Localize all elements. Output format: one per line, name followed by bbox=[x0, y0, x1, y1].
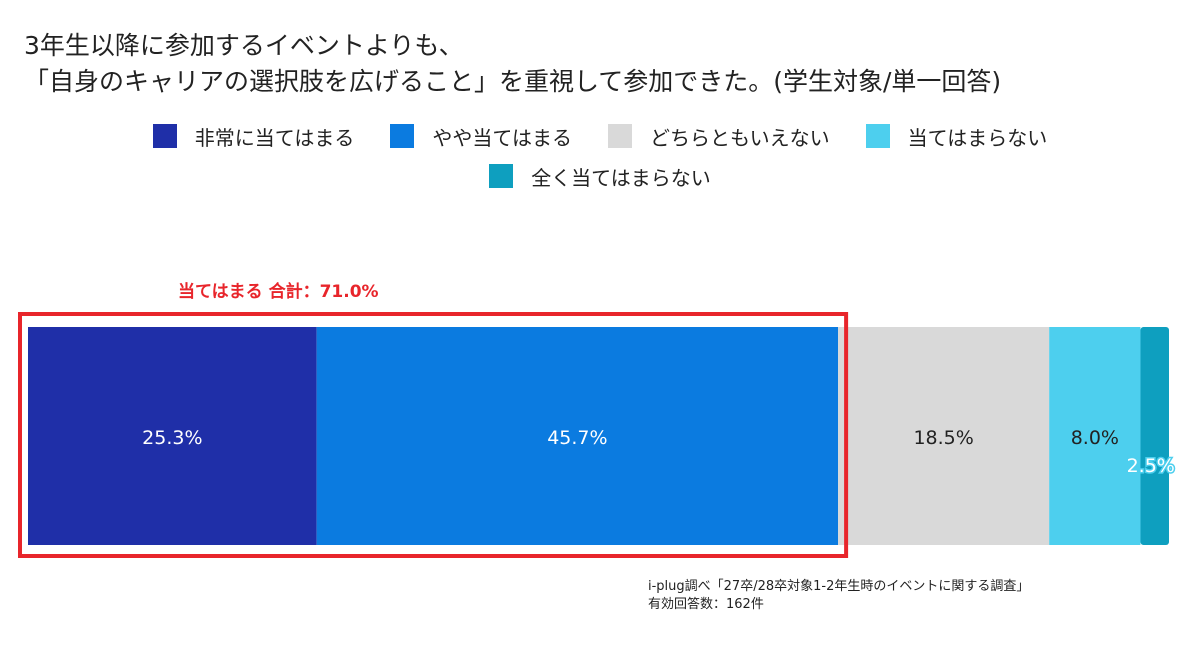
legend-row-1: 非常に当てはまる やや当てはまる どちらともいえない 当てはまらない bbox=[0, 116, 1200, 156]
bar-segment-not-applicable bbox=[1049, 327, 1141, 545]
legend-swatch bbox=[865, 124, 890, 148]
bar-segment-neutral bbox=[838, 327, 1050, 545]
legend-swatch bbox=[390, 124, 415, 148]
data-label-not-at-all-applicable: 2.5% bbox=[1127, 455, 1175, 477]
legend-swatch bbox=[608, 124, 632, 148]
data-label-somewhat-applicable: 45.7% bbox=[547, 427, 607, 449]
legend-swatch bbox=[152, 124, 177, 148]
bar-segment-very-applicable bbox=[28, 327, 317, 545]
data-label-not-applicable: 8.0% bbox=[1071, 427, 1119, 449]
legend-label: 非常に当てはまる bbox=[194, 125, 355, 150]
highlight-frame bbox=[18, 312, 849, 558]
legend-item-not-at-all-applicable: 全く当てはまらない bbox=[489, 162, 711, 191]
source-note: i-plug調べ「27卒/28卒対象1-2年生時のイベントに関する調査」 有効回… bbox=[648, 578, 1029, 614]
legend-item-not-applicable: 当てはまらない bbox=[865, 122, 1048, 151]
bar-segment-not-at-all-applicable bbox=[1140, 327, 1169, 545]
chart-title-line-2: 「自身のキャリアの選択肢を広げること」を重視して参加できた。(学生対象/単一回答… bbox=[24, 67, 1002, 96]
legend-item-somewhat-applicable: やや当てはまる bbox=[390, 122, 572, 151]
data-label-neutral: 18.5% bbox=[913, 427, 973, 449]
legend-swatch bbox=[489, 164, 514, 188]
legend-label: やや当てはまる bbox=[432, 125, 572, 150]
legend-row-2: 全く当てはまらない bbox=[0, 156, 1200, 196]
legend-label: 当てはまらない bbox=[907, 125, 1048, 150]
chart-title: 3年生以降に参加するイベントよりも、 「自身のキャリアの選択肢を広げること」を重… bbox=[24, 28, 1184, 100]
highlight-total-label: 当てはまる 合計：71.0% bbox=[178, 282, 379, 302]
chart-title-line-1: 3年生以降に参加するイベントよりも、 bbox=[24, 31, 464, 60]
data-label-very-applicable: 25.3% bbox=[142, 427, 202, 449]
bar-segment-somewhat-applicable bbox=[316, 327, 839, 545]
legend-label: どちらともいえない bbox=[650, 125, 830, 150]
legend-label: 全く当てはまらない bbox=[531, 165, 711, 190]
source-line-2: 有効回答数：162件 bbox=[648, 597, 764, 612]
legend-item-very-applicable: 非常に当てはまる bbox=[152, 122, 355, 151]
chart-legend: 非常に当てはまる やや当てはまる どちらともいえない 当てはまらない 全く当ては… bbox=[0, 116, 1200, 196]
source-line-1: i-plug調べ「27卒/28卒対象1-2年生時のイベントに関する調査」 bbox=[648, 579, 1030, 594]
legend-item-neutral: どちらともいえない bbox=[608, 122, 830, 151]
